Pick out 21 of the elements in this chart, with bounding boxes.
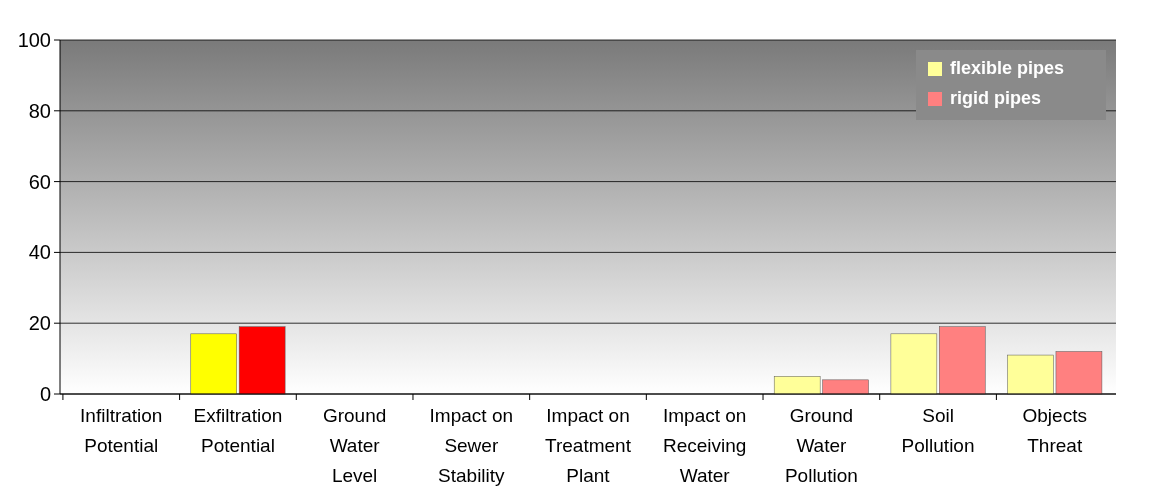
bar <box>238 326 286 395</box>
y-tick-label: 100 <box>17 29 51 51</box>
x-tick-label: Impact on Treatment Plant <box>545 405 632 486</box>
legend-label: flexible pipes <box>950 58 1065 78</box>
x-tick-label: Soil Pollution <box>901 405 975 456</box>
x-tick-label: Impact on Sewer Stability <box>429 405 514 486</box>
y-tick-label: 80 <box>28 99 51 122</box>
bar <box>190 333 237 395</box>
x-tick-label: Exfiltration Potential <box>193 405 283 456</box>
y-tick-label: 0 <box>39 383 51 405</box>
legend-label: rigid pipes <box>950 88 1042 108</box>
bar <box>939 326 986 395</box>
x-tick-label: Ground Water Pollution <box>784 405 858 486</box>
x-tick-label: Infiltration Potential <box>80 405 163 456</box>
bar <box>890 333 938 395</box>
y-tick-label: 40 <box>28 241 51 264</box>
x-tick-label: Objects Threat <box>1022 405 1087 456</box>
x-tick-label: Impact on Receiving Water <box>662 405 747 486</box>
y-tick-label: 60 <box>28 170 51 193</box>
y-tick-label: 20 <box>28 312 51 335</box>
x-tick-label: Ground Water Level <box>322 405 387 486</box>
